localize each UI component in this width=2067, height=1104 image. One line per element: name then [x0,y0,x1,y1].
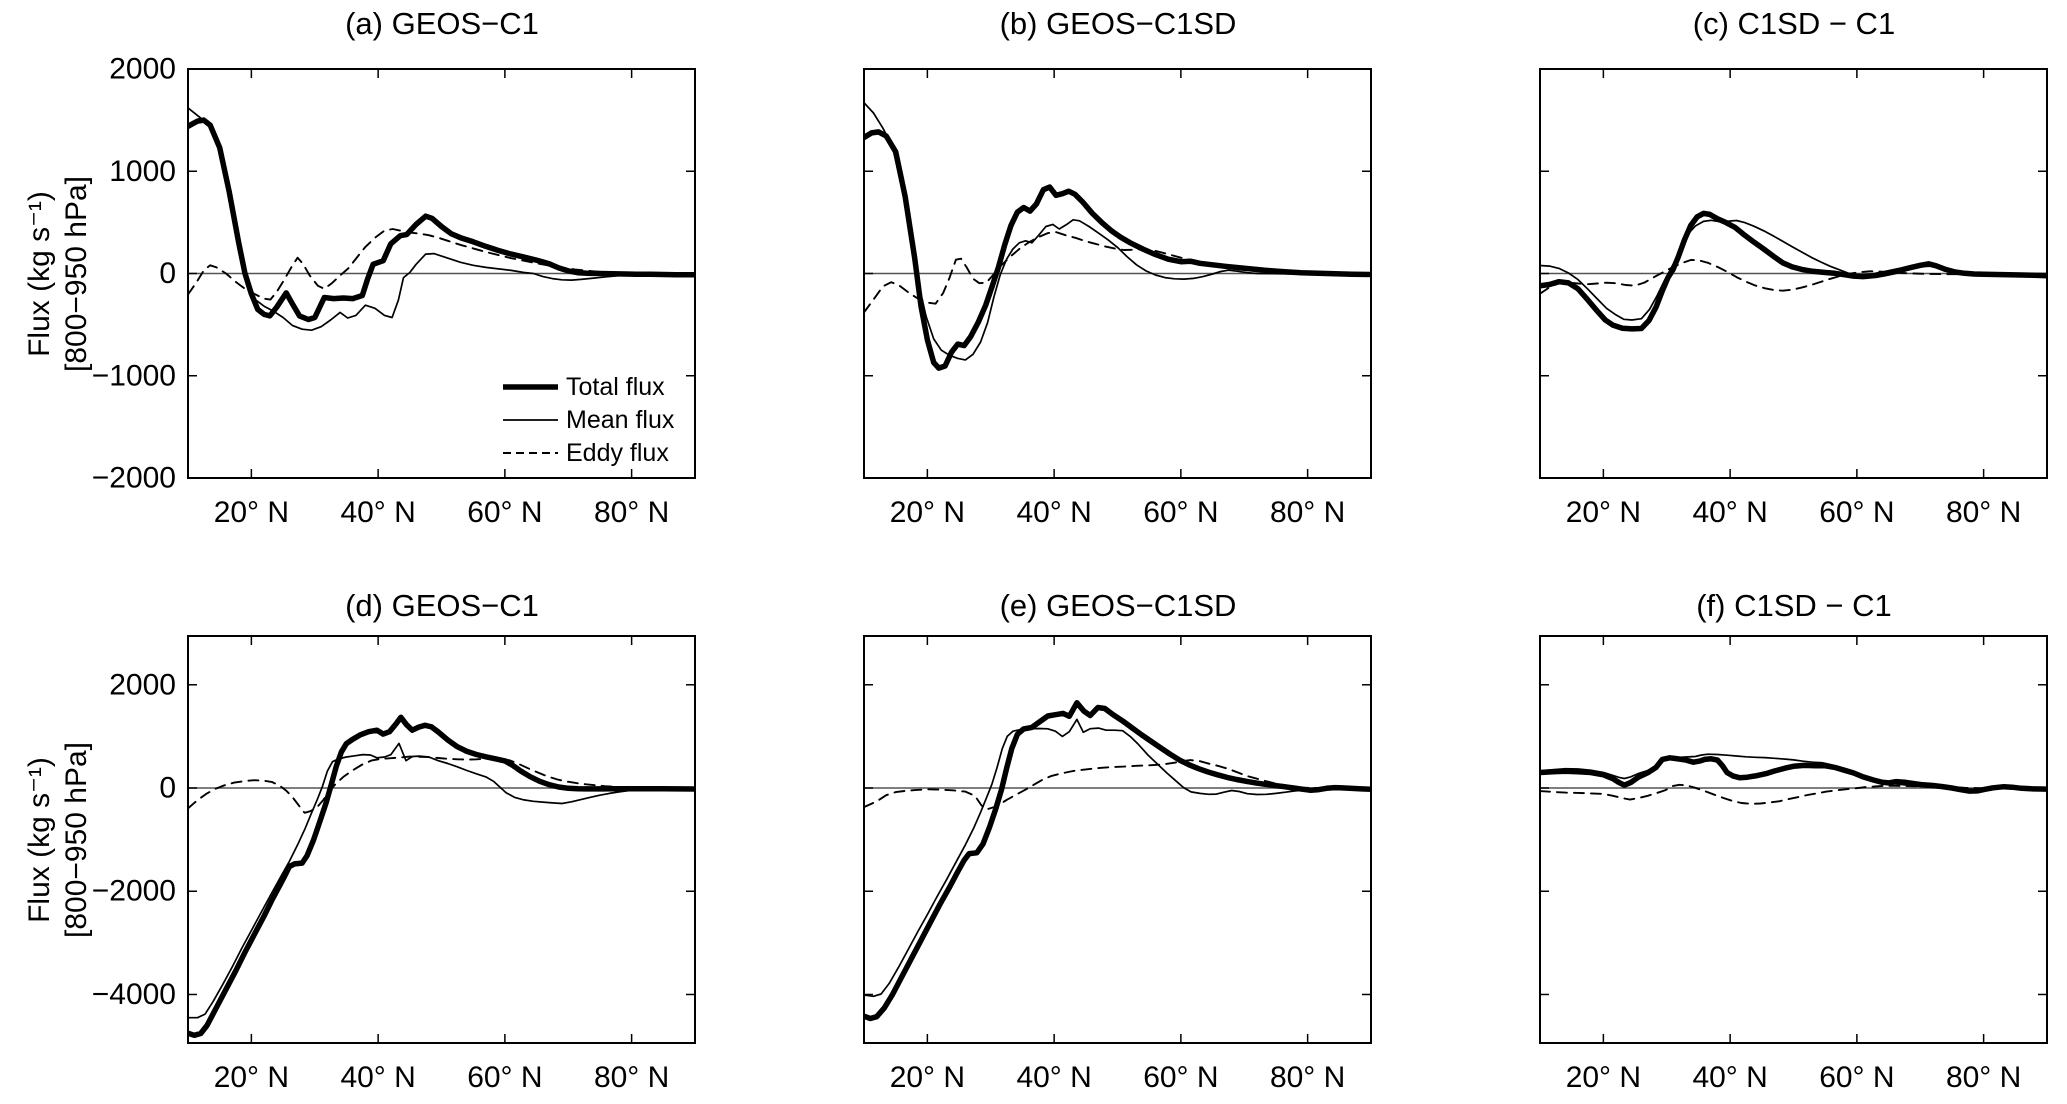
panel-d-x-tick-label: 20° N [214,1061,289,1094]
panel-c-title: (c) C1SD − C1 [1692,6,1896,41]
panel-f-axis-box [1539,635,2048,1044]
panel-f-x-tick-label: 80° N [1946,1061,2021,1094]
panel-c-x-tick-label: 60° N [1819,496,1894,529]
panel-d-eddy-flux-line [188,755,695,814]
panel-d-x-tick-label: 80° N [594,1061,669,1094]
panel-a-y-tick-label: 0 [159,257,176,290]
panel-d-title: (d) GEOS−C1 [345,588,539,623]
panel-f-mean-flux-line [1540,753,2047,791]
panel-b-x-tick-label: 40° N [1016,496,1091,529]
panel-a-y-tick-label: 2000 [109,53,176,86]
row1-y-axis-label-line1: Flux (kg s⁻¹) [23,191,56,357]
panel-e-x-tick-label: 20° N [890,1061,965,1094]
panel-a-title: (a) GEOS−C1 [345,6,539,41]
panel-a-y-tick-label: −2000 [92,462,176,495]
panel-e-axis-box [863,635,1372,1044]
panel-b-x-tick-label: 80° N [1270,496,1345,529]
panel-a-total-flux-line [188,117,695,323]
panel-c-x-tick-label: 40° N [1692,496,1767,529]
legend-label-eddy: Eddy flux [566,439,669,467]
panel-d-x-tick-label: 60° N [467,1061,542,1094]
panel-a-mean-flux-line [188,107,695,332]
panel-e-x-tick-label: 40° N [1016,1061,1091,1094]
panel-d-y-tick-label: 0 [159,772,176,805]
panel-d-y-tick-label: −2000 [92,875,176,908]
panel-c-eddy-flux-line [1540,259,2047,295]
panel-f-x-tick-label: 60° N [1819,1061,1894,1094]
panel-d-x-tick-label: 40° N [340,1061,415,1094]
panel-e-title: (e) GEOS−C1SD [999,588,1237,623]
panel-b-mean-flux-line [864,101,1371,361]
legend-label-mean: Mean flux [566,406,675,434]
panel-d-total-flux-line [188,714,695,1039]
row1-y-axis-label: Flux (kg s⁻¹) [800−950 hPa] [21,34,95,514]
panel-b-title: (b) GEOS−C1SD [999,6,1237,41]
panel-d-y-tick-label: 2000 [109,668,176,701]
panel-b-total-flux-line [864,129,1371,371]
panel-d-mean-flux-line [188,742,695,1019]
panel-c-total-flux-line [1540,210,2047,332]
panel-a-x-tick-label: 60° N [467,496,542,529]
panel-c-mean-flux-line [1540,219,2047,321]
panel-f-x-tick-label: 40° N [1692,1061,1767,1094]
panel-f-title: (f) C1SD − C1 [1696,588,1892,623]
row2-y-axis-label-line1: Flux (kg s⁻¹) [23,757,56,923]
panel-a-x-tick-label: 40° N [340,496,415,529]
panel-f-eddy-flux-line [1540,783,2047,805]
panel-e-mean-flux-line [864,718,1371,998]
panel-e-eddy-flux-line [864,759,1371,811]
panel-c-x-tick-label: 80° N [1946,496,2021,529]
panel-a-y-tick-label: −1000 [92,359,176,392]
panel-e-total-flux-line [864,700,1371,1022]
panel-d-axis-box [187,635,696,1044]
panel-b-x-tick-label: 20° N [890,496,965,529]
panel-f-total-flux-line [1540,755,2047,794]
row2-y-axis-label-line2: [800−950 hPa] [60,742,93,939]
row1-y-axis-label-line2: [800−950 hPa] [60,176,93,373]
panel-a-eddy-flux-line [188,228,695,301]
panel-e-x-tick-label: 60° N [1143,1061,1218,1094]
panel-c-x-tick-label: 20° N [1566,496,1641,529]
row2-y-axis-label: Flux (kg s⁻¹) [800−950 hPa] [21,600,95,1080]
panel-d-y-tick-label: −4000 [92,978,176,1011]
legend-label-total: Total flux [566,373,665,401]
panel-e-x-tick-label: 80° N [1270,1061,1345,1094]
panel-b-x-tick-label: 60° N [1143,496,1218,529]
panel-a-x-tick-label: 20° N [214,496,289,529]
panel-a-x-tick-label: 80° N [594,496,669,529]
panel-f-x-tick-label: 20° N [1566,1061,1641,1094]
panel-a-y-tick-label: 1000 [109,155,176,188]
